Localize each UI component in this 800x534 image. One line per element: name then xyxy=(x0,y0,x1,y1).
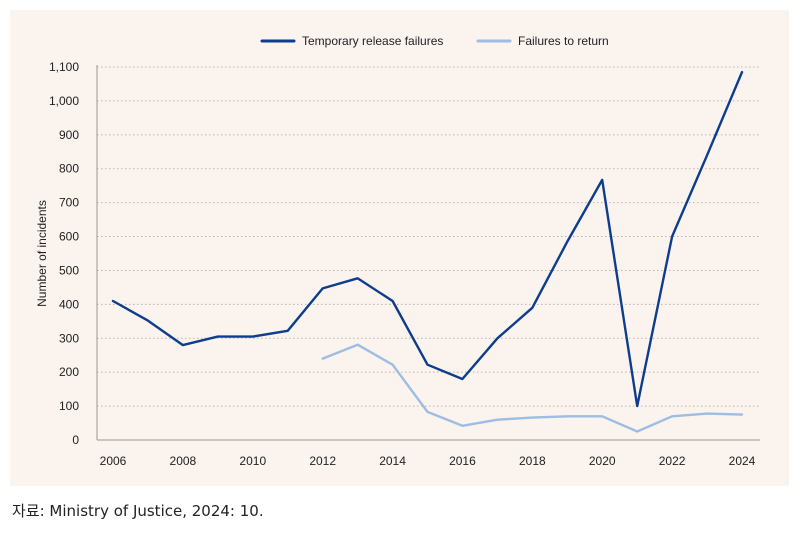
x-tick-label: 2010 xyxy=(239,454,266,468)
x-tick-label: 2018 xyxy=(519,454,546,468)
x-tick-label: 2008 xyxy=(170,454,197,468)
y-tick-label: 600 xyxy=(59,230,79,244)
legend-label-2: Failures to return xyxy=(518,34,609,48)
x-tick-label: 2022 xyxy=(659,454,686,468)
y-tick-label: 1,000 xyxy=(49,94,79,108)
y-tick-label: 400 xyxy=(59,297,79,311)
y-tick-label: 800 xyxy=(59,162,79,176)
chart-panel xyxy=(10,10,789,486)
x-tick-label: 2014 xyxy=(379,454,406,468)
y-axis-title: Number of incidents xyxy=(35,200,49,307)
series-line-1 xyxy=(111,70,744,408)
x-tick-label: 2016 xyxy=(449,454,476,468)
y-tick-label: 700 xyxy=(59,196,79,210)
x-tick-label: 2020 xyxy=(589,454,616,468)
series-line-2 xyxy=(321,343,744,433)
y-tick-label: 300 xyxy=(59,331,79,345)
x-tick-label: 2024 xyxy=(729,454,756,468)
y-tick-label: 900 xyxy=(59,128,79,142)
x-tick-label: 2012 xyxy=(309,454,336,468)
y-tick-label: 200 xyxy=(59,365,79,379)
y-tick-label: 0 xyxy=(72,433,79,447)
source-note: 자료: Ministry of Justice, 2024: 10. xyxy=(12,502,264,520)
legend-label-1: Temporary release failures xyxy=(302,34,443,48)
y-tick-label: 1,100 xyxy=(49,60,79,74)
y-tick-label: 500 xyxy=(59,263,79,277)
x-tick-label: 2006 xyxy=(100,454,127,468)
y-tick-label: 100 xyxy=(59,399,79,413)
